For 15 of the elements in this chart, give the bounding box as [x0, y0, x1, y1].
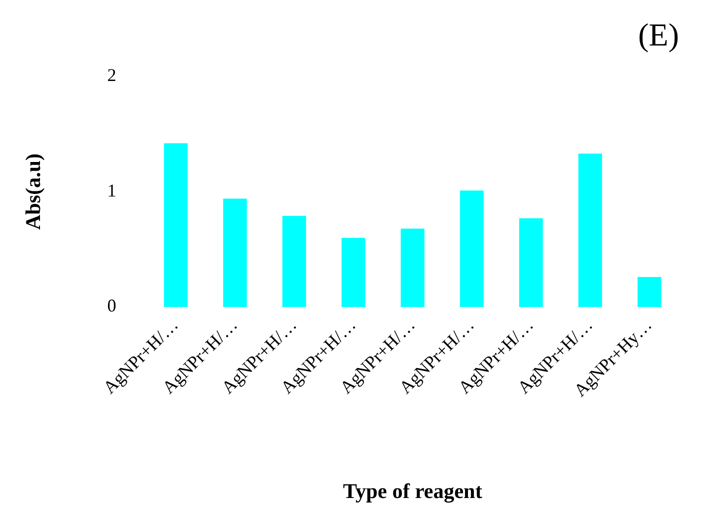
y-tick-label: 0 [107, 296, 116, 316]
bar [342, 238, 366, 307]
x-axis-title: Type of reagent [343, 478, 482, 503]
bar [638, 277, 662, 307]
y-axis-title: Abs(a.u) [21, 153, 46, 230]
bar [519, 218, 543, 307]
bar [282, 216, 306, 307]
bar [400, 228, 424, 307]
bar [223, 198, 247, 307]
y-tick-label: 1 [107, 180, 116, 200]
bar [164, 143, 188, 307]
bar [460, 190, 484, 307]
bar [578, 154, 602, 307]
y-tick-label: 2 [107, 65, 116, 86]
chart-title: (E) [638, 16, 679, 53]
